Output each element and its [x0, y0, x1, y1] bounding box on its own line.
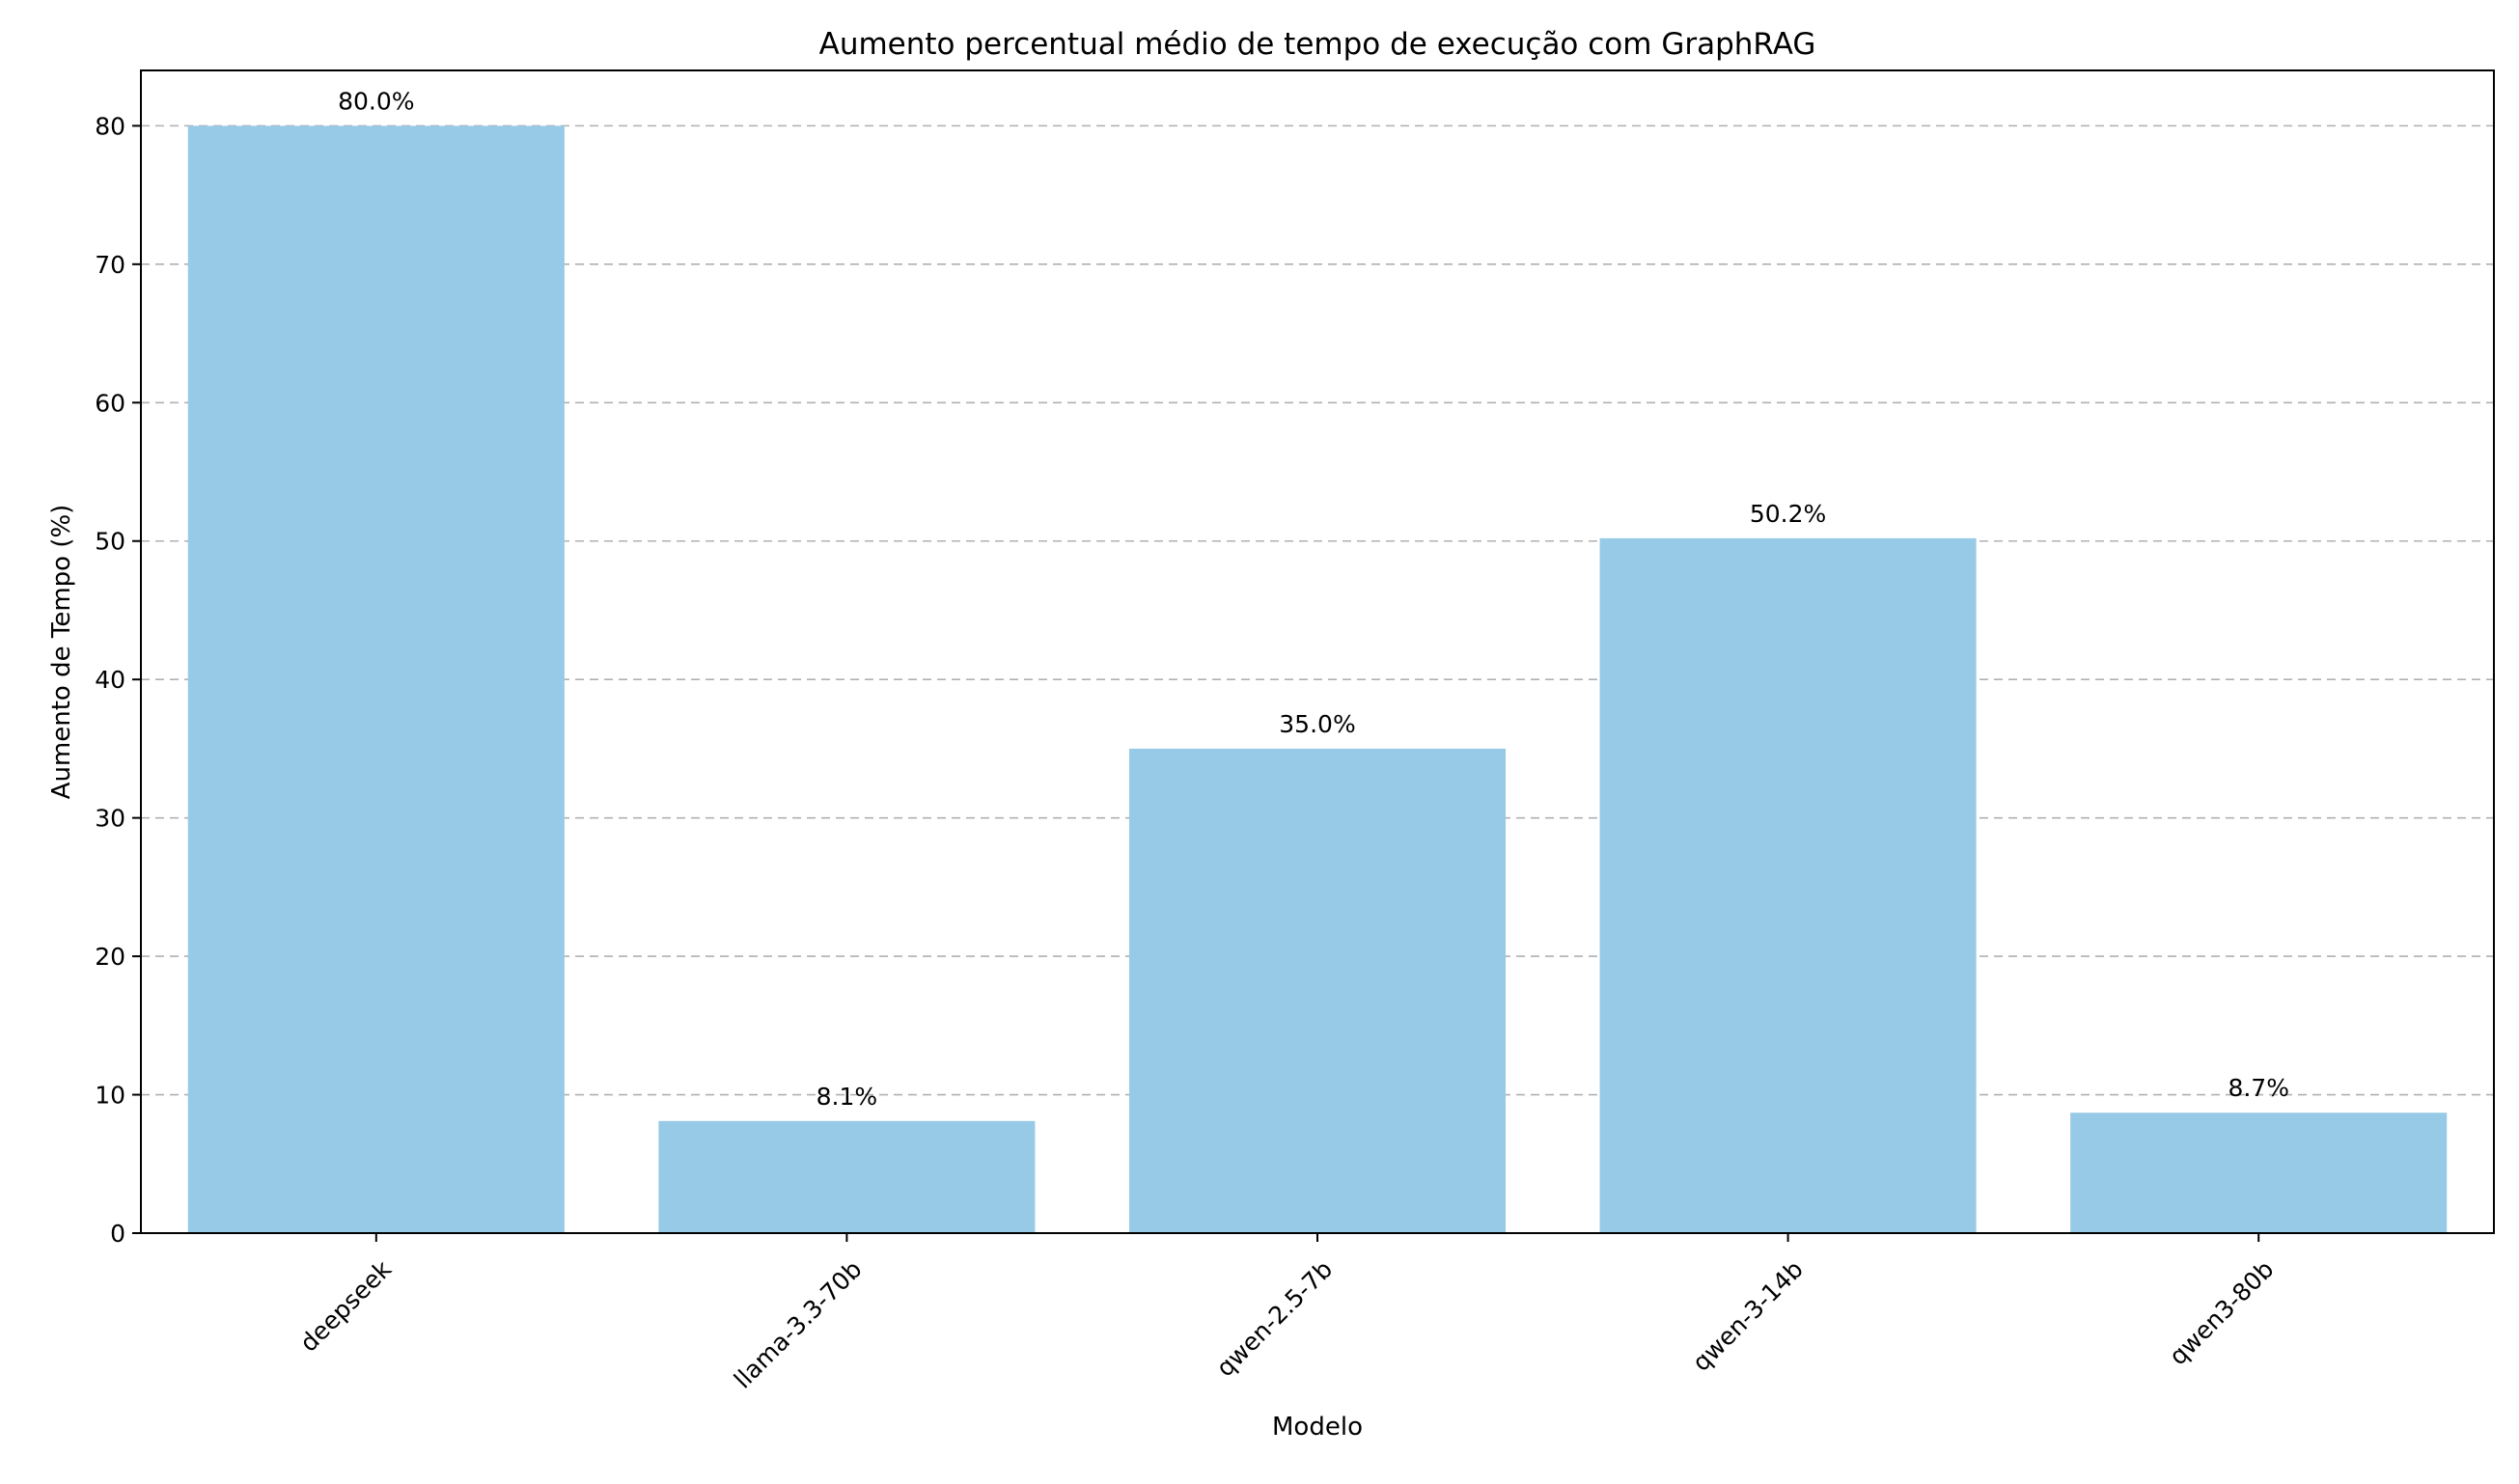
x-tick-label: qwen3-80b [2164, 1255, 2280, 1371]
y-tick-label: 0 [110, 1220, 125, 1248]
y-axis-ticks: 0 10 20 30 40 50 60 70 80 [95, 112, 141, 1248]
x-tick-label: qwen-2.5-7b [1211, 1255, 1339, 1383]
y-tick-label: 10 [95, 1082, 125, 1110]
y-tick-label: 80 [95, 112, 125, 140]
y-tick-label: 60 [95, 389, 125, 417]
bar-qwen3-80b [2070, 1113, 2448, 1233]
chart-title: Aumento percentual médio de tempo de exe… [819, 27, 1816, 62]
data-label-deepseek: 80.0% [338, 87, 414, 115]
y-tick-label: 30 [95, 805, 125, 833]
data-labels: 80.0% 8.1% 35.0% 50.2% 8.7% [338, 87, 2289, 1110]
y-axis-label: Aumento de Tempo (%) [47, 505, 76, 800]
y-tick-label: 40 [95, 666, 125, 694]
data-label-llama-3.3-70b: 8.1% [817, 1083, 878, 1111]
x-tick-label: llama-3.3-70b [729, 1255, 868, 1394]
bar-deepseek [187, 125, 565, 1233]
data-label-qwen-2.5-7b: 35.0% [1279, 710, 1355, 738]
x-axis-ticks: deepseek llama-3.3-70b qwen-2.5-7b qwen-3-1… [294, 1233, 2279, 1394]
bar-qwen-3-14b [1599, 537, 1977, 1233]
y-tick-label: 70 [95, 251, 125, 279]
x-tick-label: deepseek [294, 1254, 397, 1357]
bar-qwen-2.5-7b [1128, 748, 1507, 1233]
data-label-qwen3-80b: 8.7% [2228, 1074, 2289, 1102]
data-label-qwen-3-14b: 50.2% [1750, 500, 1826, 528]
x-tick-label: qwen-3-14b [1687, 1255, 1809, 1377]
x-axis-label: Modelo [1272, 1413, 1363, 1442]
y-tick-label: 50 [95, 528, 125, 556]
y-tick-label: 20 [95, 943, 125, 971]
bar-llama-3.3-70b [658, 1120, 1036, 1233]
bars [187, 125, 2448, 1233]
